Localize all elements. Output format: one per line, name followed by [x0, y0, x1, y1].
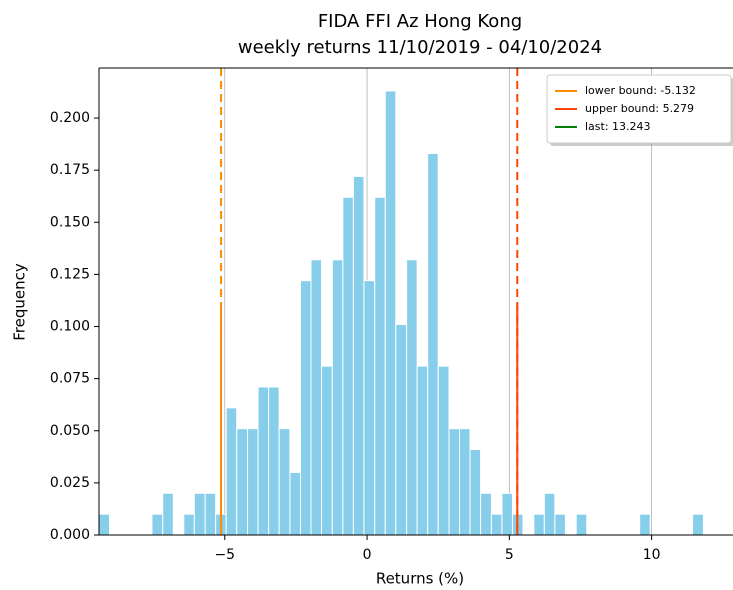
bar: [416, 365, 429, 535]
y-tick-label: 0.050: [50, 423, 90, 439]
legend-label: upper bound: 5.279: [585, 102, 694, 115]
bar: [162, 492, 174, 535]
bar: [639, 513, 651, 535]
chart-title: FIDA FFI Az Hong Kong: [318, 11, 522, 32]
legend-label: last: 13.243: [585, 120, 651, 133]
bar: [384, 90, 397, 535]
bar: [448, 428, 461, 535]
bar: [236, 428, 249, 535]
bar: [374, 196, 386, 535]
y-tick-label: 0.200: [50, 110, 90, 126]
bar: [501, 492, 513, 535]
x-tick-label: 0: [363, 547, 372, 563]
bar: [342, 196, 354, 535]
x-tick-label: 10: [643, 547, 661, 563]
bar: [543, 492, 556, 535]
bar: [310, 259, 323, 535]
y-tick-label: 0.125: [50, 266, 90, 282]
y-tick-label: 0.175: [50, 162, 90, 178]
y-axis-label: Frequency: [11, 263, 29, 341]
bar: [692, 513, 704, 535]
bar: [257, 386, 270, 535]
bar: [480, 492, 492, 535]
x-tick-label: −5: [214, 547, 235, 563]
bar: [406, 259, 418, 535]
y-tick-label: 0.000: [50, 527, 90, 543]
bars: [99, 90, 704, 535]
y-tick-label: 0.100: [50, 319, 90, 335]
y-tick-label: 0.150: [50, 214, 90, 230]
bar: [459, 428, 471, 535]
bar: [554, 513, 566, 535]
bar: [331, 259, 344, 535]
bar: [363, 280, 376, 535]
bar: [289, 471, 301, 535]
bar: [225, 407, 238, 535]
bar: [395, 323, 408, 535]
bar: [490, 513, 503, 535]
bar: [247, 428, 259, 535]
bar: [183, 513, 195, 535]
bar: [299, 280, 312, 535]
y-tick-label: 0.025: [50, 475, 90, 491]
chart-subtitle: weekly returns 11/10/2019 - 04/10/2024: [238, 37, 602, 58]
axes: −5 0 5 10 0.000 0.025 0.050 0.075 0.100 0.125 0.15…: [50, 67, 733, 563]
legend-label: lower bound: -5.132: [585, 84, 696, 97]
bar: [427, 152, 439, 535]
bar: [193, 492, 206, 535]
x-axis-label: Returns (%): [376, 570, 464, 588]
y-tick-label: 0.075: [50, 371, 90, 387]
bar: [268, 386, 280, 535]
bar: [278, 428, 291, 535]
bar: [533, 513, 545, 535]
bar: [151, 513, 164, 535]
legend-box: [546, 74, 732, 144]
bar: [321, 365, 333, 535]
bar: [204, 492, 217, 535]
bar: [352, 175, 365, 535]
bar: [575, 513, 588, 535]
legend: lower bound: -5.132 upper bound: 5.279 las…: [546, 74, 733, 146]
x-tick-label: 5: [505, 547, 514, 563]
vlines: [220, 68, 519, 535]
bar: [437, 365, 450, 535]
bar: [99, 513, 111, 535]
bar: [469, 449, 482, 535]
